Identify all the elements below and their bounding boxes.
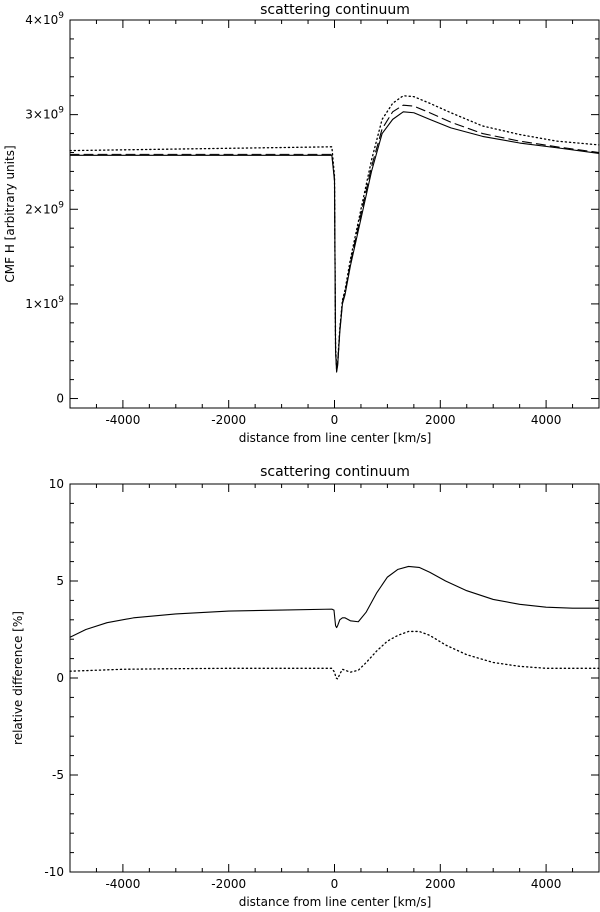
- bottom-plot-panel: scattering continuum -4000 -2000 0 2000 4000…: [11, 464, 600, 909]
- top-plot-x-tick-label: -2000: [211, 413, 246, 427]
- bottom-plot-data-lines: [69, 565, 600, 680]
- bottom-plot-x-tick-label: -2000: [211, 877, 246, 891]
- top-plot-y-axis-label: CMF H [arbitrary units]: [3, 145, 17, 282]
- top-plot-y-tick-label: 3×109: [25, 106, 64, 122]
- top-plot-title: scattering continuum: [260, 2, 410, 18]
- bottom-plot-y-tick-label: -10: [44, 865, 64, 879]
- bottom-plot-x-tick-label: -4000: [105, 877, 140, 891]
- top-plot-x-tick-label: 2000: [425, 413, 456, 427]
- top-plot-series-dotted-line: [69, 95, 600, 370]
- bottom-plot-y-tick-label: 0: [56, 671, 64, 685]
- top-plot-y-ticks: 0 1×109 2×109 3×109 4×109: [25, 11, 599, 406]
- top-plot-x-tick-label: 4000: [531, 413, 562, 427]
- top-plot-y-tick-label: 0: [56, 392, 64, 406]
- bottom-plot-series-dotted-line: [69, 630, 600, 680]
- bottom-plot-x-axis-label: distance from line center [km/s]: [239, 895, 432, 909]
- bottom-plot-frame: [69, 483, 600, 873]
- bottom-plot-y-tick-label: 5: [56, 574, 64, 588]
- bottom-plot-y-tick-label: -5: [52, 768, 64, 782]
- bottom-plot-series-solid-line: [69, 565, 600, 638]
- top-plot-x-ticks: -4000 -2000 0 2000 4000: [69, 20, 600, 427]
- bottom-plot-x-tick-label: 0: [331, 877, 339, 891]
- top-plot-data-lines: [69, 95, 600, 373]
- top-plot-x-tick-label: 0: [331, 413, 339, 427]
- bottom-plot-x-tick-label: 4000: [531, 877, 562, 891]
- top-plot-y-tick-label: 4×109: [25, 11, 64, 27]
- top-plot-panel: scattering continuum -4000 -2000 0 2000 4000…: [3, 2, 600, 445]
- top-plot-x-tick-label: -4000: [105, 413, 140, 427]
- bottom-plot-y-ticks: -10 -5 0 5 10: [44, 477, 599, 879]
- bottom-plot-title: scattering continuum: [260, 464, 410, 480]
- bottom-plot-y-axis-label: relative difference [%]: [11, 611, 25, 745]
- bottom-plot-y-tick-label: 10: [49, 477, 64, 491]
- bottom-plot-x-tick-label: 2000: [425, 877, 456, 891]
- top-plot-x-axis-label: distance from line center [km/s]: [239, 431, 432, 445]
- top-plot-y-tick-label: 2×109: [25, 200, 64, 216]
- bottom-plot-x-ticks: -4000 -2000 0 2000 4000: [69, 484, 600, 891]
- top-plot-y-tick-label: 1×109: [25, 295, 64, 311]
